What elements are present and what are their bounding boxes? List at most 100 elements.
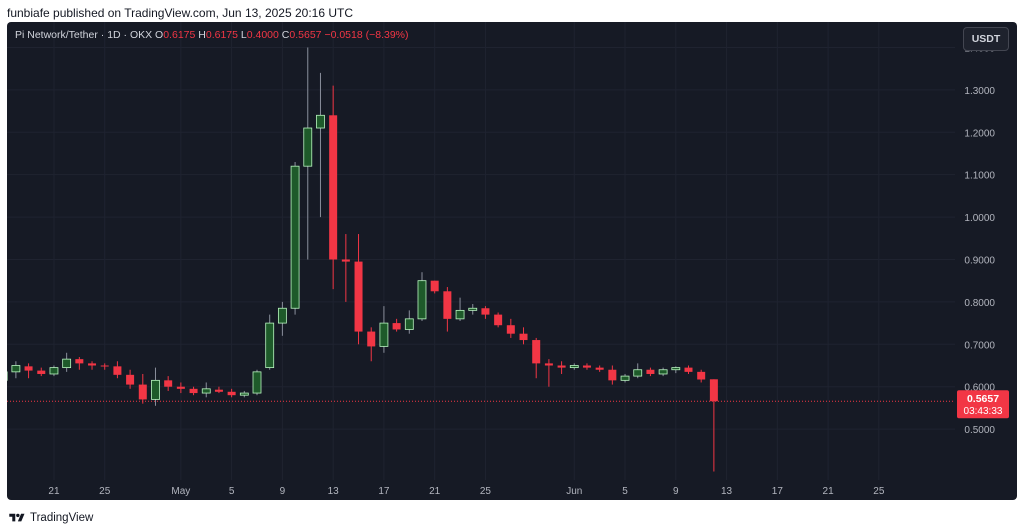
candle-body-up [404, 318, 414, 330]
x-tick-label: May [171, 486, 190, 497]
candle-body-up [633, 369, 643, 377]
candle-body-down [113, 366, 122, 375]
candle-body-down [646, 369, 655, 374]
y-tick-label: 1.2000 [964, 128, 995, 139]
candle-body-down [519, 333, 528, 341]
candle-body-down [557, 365, 566, 368]
candle-body-down [176, 386, 185, 389]
x-tick-label: 25 [99, 486, 111, 497]
x-tick-label: 9 [673, 486, 679, 497]
candle-body-up [671, 367, 681, 371]
x-tick-label: Jun [566, 486, 582, 497]
candle-body-down [367, 331, 376, 347]
footer-brand: TradingView [9, 510, 93, 526]
candle-body-down [709, 379, 718, 402]
low-value: 0.4000 [246, 29, 279, 41]
candle-body-up [620, 375, 630, 381]
high-label: H [198, 29, 206, 41]
candle-body-down [24, 366, 33, 371]
candle-body-up [265, 322, 275, 369]
candle-body-down [138, 384, 147, 400]
candle-body-up [11, 365, 21, 373]
x-tick-label: 13 [328, 486, 340, 497]
candle-body-down [126, 374, 135, 385]
candle-body-up [290, 165, 300, 309]
x-tick-label: 21 [48, 486, 60, 497]
y-tick-label: 0.5000 [964, 425, 995, 436]
low-label: L [240, 29, 247, 41]
ohlc-legend: Pi Network/Tether · 1D · OKX O0.6175 H0.… [15, 28, 409, 42]
x-tick-label: 21 [429, 486, 441, 497]
price-tag-value: 0.5657 [967, 393, 999, 405]
candle-body-up [277, 307, 287, 324]
x-tick-label: 5 [622, 486, 628, 497]
candle-body-down [164, 380, 173, 387]
y-tick-label: 0.6000 [964, 383, 995, 394]
candle-body-down [37, 370, 46, 374]
candle-body-down [532, 340, 541, 364]
candlestick-chart[interactable]: 1.40001.30001.20001.10001.00000.90000.80… [7, 22, 1017, 500]
candle-body-down [75, 359, 84, 364]
candle-body-up [252, 371, 262, 394]
candle-body-down [227, 391, 236, 396]
price-tag [957, 390, 1009, 419]
candle-body-up [62, 358, 72, 369]
x-tick-label: 17 [378, 486, 390, 497]
candle-body-up [316, 114, 325, 129]
y-tick-label: 1.3000 [964, 86, 995, 97]
x-tick-label: 13 [721, 486, 733, 497]
high-value: 0.6175 [205, 29, 238, 41]
candle-body-down [697, 371, 706, 380]
candle-body-down [88, 363, 97, 366]
close-label: C [281, 29, 290, 41]
open-label: O [155, 29, 164, 41]
y-tick-label: 1.0000 [964, 213, 995, 224]
candle-body-down [214, 389, 223, 392]
candle-body-down [100, 365, 109, 367]
y-tick-label: 1.1000 [964, 171, 995, 182]
chart-panel[interactable]: 1.40001.30001.20001.10001.00000.90000.80… [7, 22, 1017, 500]
candle-body-down [595, 367, 604, 370]
candle-body-up [417, 280, 427, 320]
candle-body-up [569, 365, 579, 369]
tradingview-logo-icon [9, 513, 25, 522]
candle-body-down [392, 323, 401, 330]
candle-body-down [684, 367, 693, 372]
price-tag-countdown: 03:43:33 [964, 406, 1003, 417]
x-tick-label: 5 [229, 486, 235, 497]
x-tick-label: 9 [280, 486, 286, 497]
open-value: 0.6175 [163, 29, 196, 41]
footer-brand-label: TradingView [30, 512, 94, 524]
candle-body-down [608, 369, 617, 381]
y-tick-label: 0.7000 [964, 340, 995, 351]
currency-button[interactable]: USDT [963, 27, 1009, 51]
candle-body-down [582, 365, 591, 368]
y-tick-label: 0.8000 [964, 298, 995, 309]
candle-body-up [151, 379, 160, 400]
change-value: −0.0518 (−8.39%) [324, 29, 409, 41]
x-tick-label: 21 [823, 486, 835, 497]
candle-body-up [201, 388, 211, 394]
candle-body-down [354, 261, 363, 332]
candle-body-up [239, 392, 249, 396]
symbol-title[interactable]: Pi Network/Tether · 1D · OKX [15, 29, 153, 41]
candle-body-down [544, 363, 553, 366]
candle-body-down [430, 280, 439, 292]
candle-body-down [443, 291, 452, 319]
x-tick-label: 17 [772, 486, 784, 497]
candle-body-up [49, 367, 59, 375]
candle-body-down [189, 388, 198, 394]
candle-body-down [329, 115, 338, 260]
candle-body-down [494, 314, 503, 326]
close-value: 0.5657 [289, 29, 322, 41]
candle-body-down [481, 308, 490, 315]
candle-body-up [379, 322, 389, 347]
x-tick-label: 25 [480, 486, 492, 497]
candle-body-down [341, 259, 350, 262]
candle-body-down [506, 325, 515, 334]
y-tick-label: 0.9000 [964, 255, 995, 266]
publish-info: funbiafe published on TradingView.com, J… [7, 6, 354, 20]
candle-body-up [455, 309, 465, 320]
candle-body-up [658, 369, 668, 375]
candle-body-up [468, 307, 478, 311]
